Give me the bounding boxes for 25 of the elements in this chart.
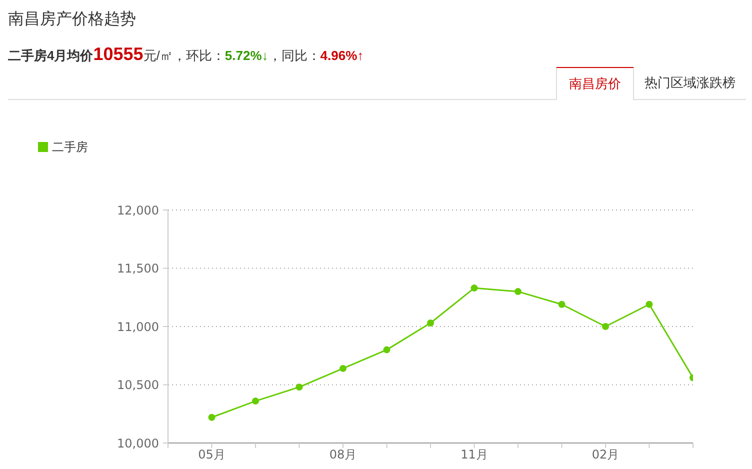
y-tick-label: 11,000 bbox=[117, 320, 159, 334]
point bbox=[646, 300, 653, 308]
x-tick-label: 02月 bbox=[592, 448, 620, 462]
point bbox=[252, 398, 259, 405]
x-tick-label: 11月 bbox=[460, 448, 488, 462]
legend-label: 二手房 bbox=[52, 140, 88, 154]
y-tick-label: 12,000 bbox=[117, 203, 159, 218]
tab: 南昌房价 bbox=[556, 67, 634, 100]
point bbox=[208, 414, 216, 421]
point bbox=[340, 364, 346, 372]
point bbox=[470, 284, 478, 292]
point bbox=[427, 320, 434, 327]
y-tick-label: 10,500 bbox=[117, 378, 159, 392]
point bbox=[602, 323, 609, 330]
text: 热门区域涨跌榜 bbox=[644, 74, 736, 92]
point bbox=[558, 300, 566, 308]
point bbox=[514, 288, 522, 296]
chart-subtitle: 二手房4月均价10555元/㎡，环比：5.72%↓，同比：4.96%↑ bbox=[8, 44, 364, 64]
x-tick-label: 08月 bbox=[329, 448, 357, 462]
y-tick-label: 11,500 bbox=[117, 262, 159, 276]
chart-title: 南昌房产价格趋势 bbox=[8, 10, 136, 30]
point bbox=[383, 346, 390, 354]
point bbox=[296, 384, 303, 391]
x-tick-label: 05月 bbox=[198, 448, 226, 462]
y-tick-label: 10,000 bbox=[117, 436, 159, 450]
